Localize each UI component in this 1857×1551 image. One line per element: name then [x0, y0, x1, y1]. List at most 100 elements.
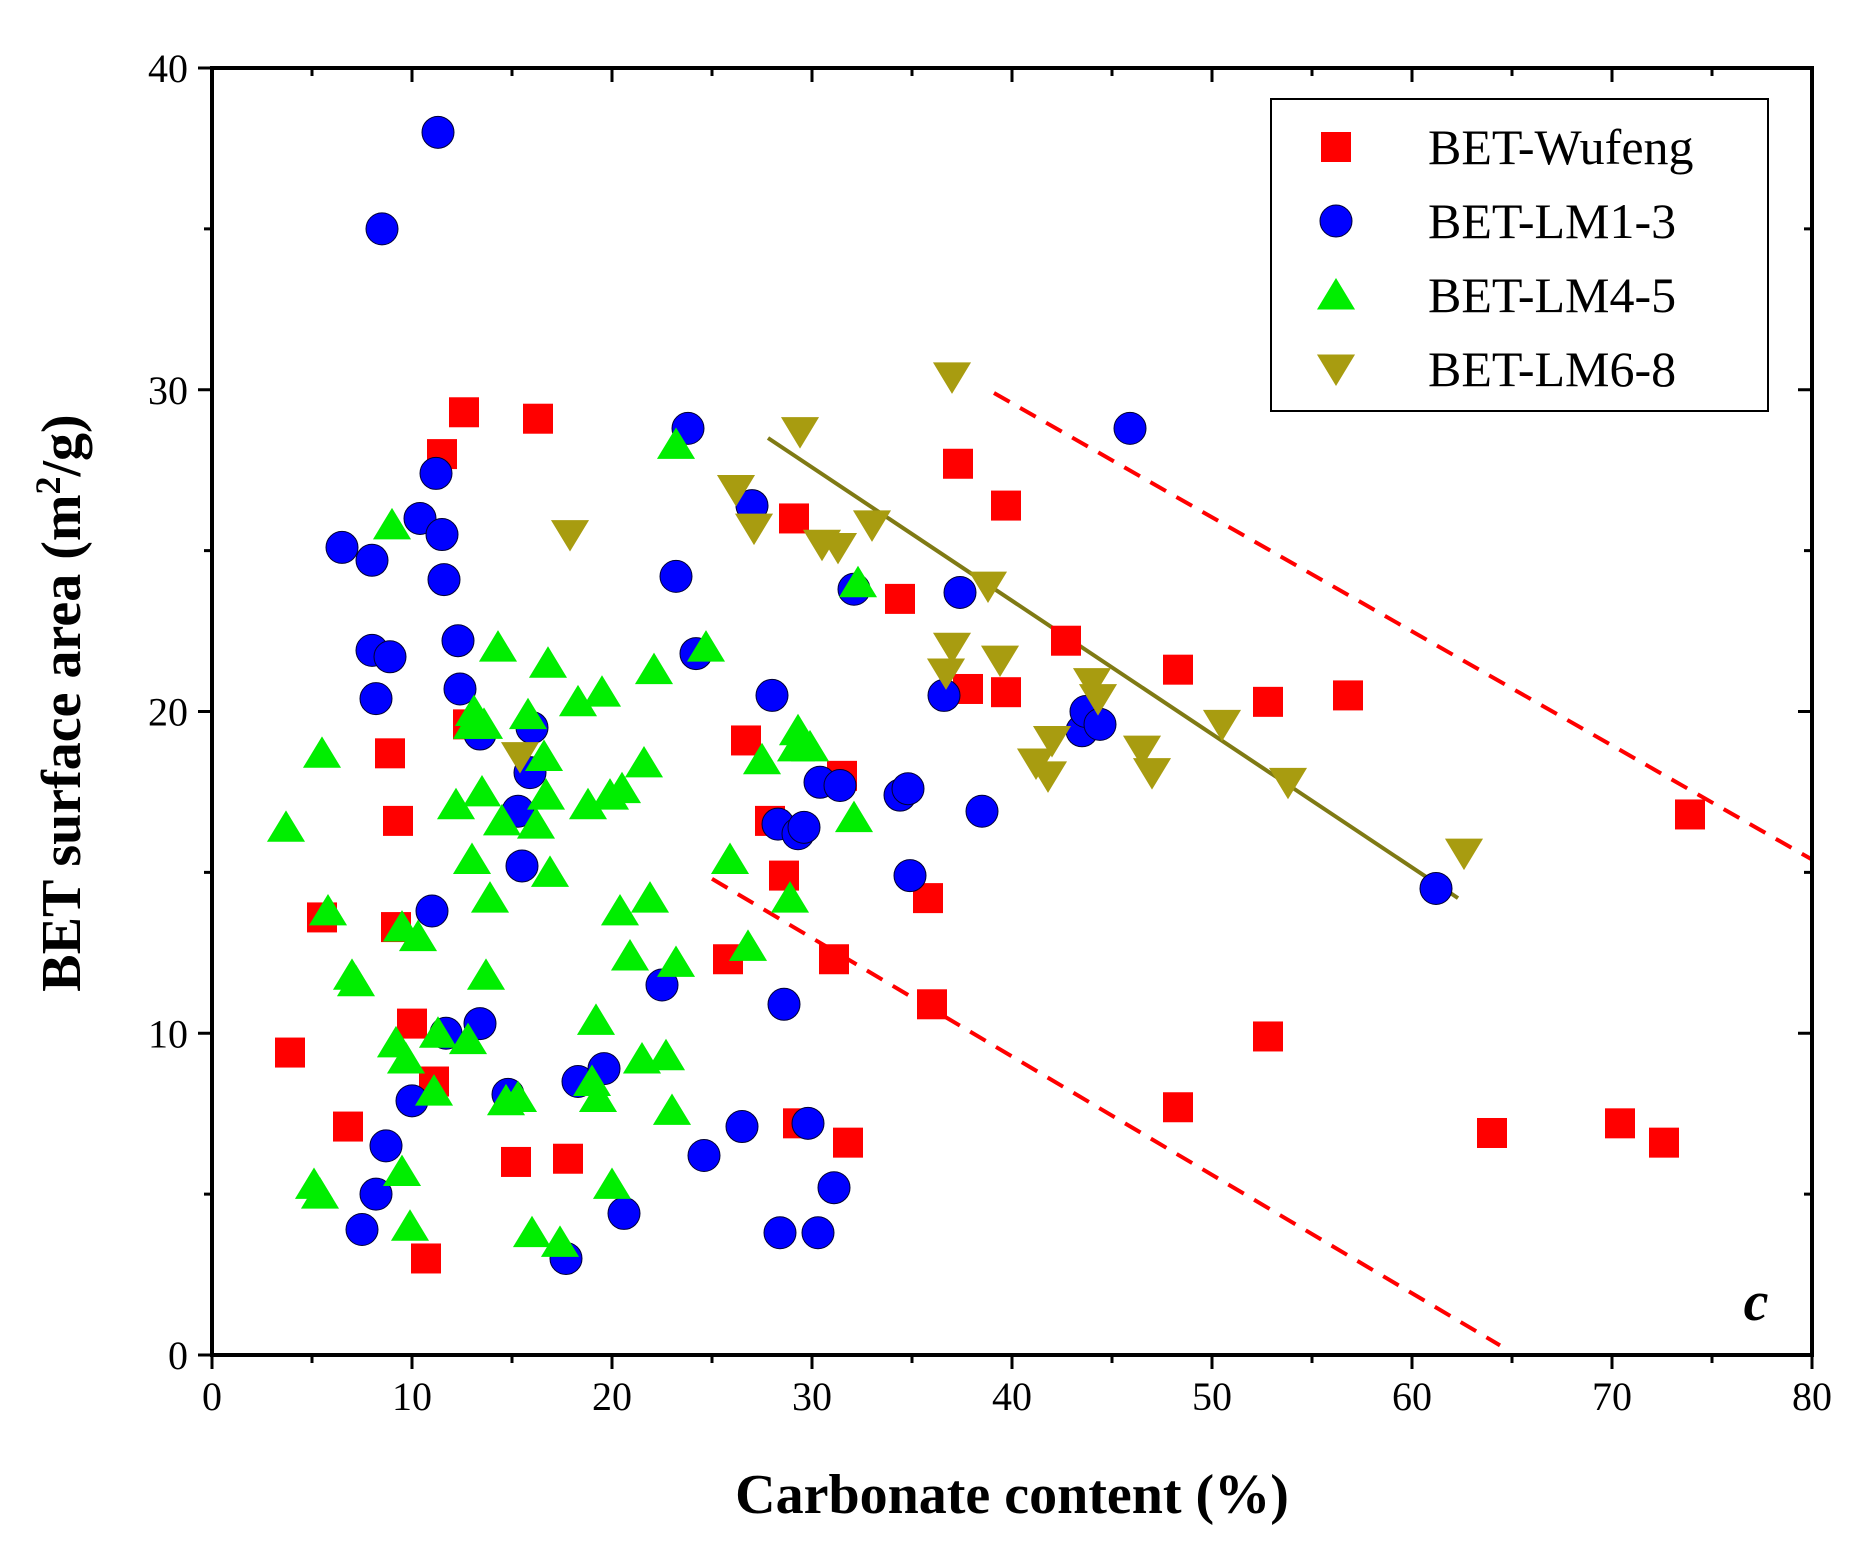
- data-point: [769, 860, 799, 891]
- x-axis-tick-labels: 0 10 20 30 40 50 60 70 80: [202, 1374, 1832, 1419]
- data-point: [755, 678, 789, 712]
- data-point: [991, 677, 1021, 708]
- data-point: [1132, 758, 1172, 790]
- data-point: [302, 736, 342, 768]
- data-point: [275, 1037, 305, 1068]
- data-point: [336, 964, 376, 997]
- data-point: [419, 456, 453, 490]
- data-point: [610, 939, 650, 971]
- data-point: [1419, 871, 1453, 905]
- data-point: [780, 417, 820, 449]
- data-point: [731, 725, 761, 756]
- data-point: [1253, 1021, 1283, 1052]
- data-point: [464, 707, 504, 739]
- data-point: [852, 510, 892, 542]
- data-point: [386, 1041, 426, 1074]
- data-point: [943, 575, 977, 609]
- y-tick-label: 20: [148, 690, 188, 735]
- data-point: [1333, 680, 1363, 711]
- data-point: [530, 855, 570, 887]
- data-point: [1202, 709, 1242, 742]
- data-point: [540, 1225, 580, 1257]
- data-point: [266, 810, 306, 842]
- data-point: [716, 475, 756, 507]
- data-point: [1268, 767, 1308, 800]
- data-point: [375, 738, 405, 769]
- data-point: [624, 745, 664, 778]
- data-point: [568, 787, 608, 820]
- data-point: [770, 881, 810, 913]
- legend-entries: BET-Wufeng BET-LM1-3 BET-LM4-5 BET-LM6-8: [1316, 119, 1694, 397]
- y-axis-title: BET surface area (m2/g): [28, 414, 93, 991]
- x-tick-label: 80: [1792, 1374, 1832, 1419]
- y-tick-label: 10: [148, 1011, 188, 1056]
- data-point: [308, 893, 348, 926]
- data-point: [482, 803, 522, 836]
- data-point: [991, 490, 1021, 521]
- upper-bound-line: [993, 391, 1813, 862]
- data-point: [1253, 686, 1283, 717]
- data-point: [526, 778, 566, 810]
- data-point: [965, 794, 999, 828]
- data-point: [470, 881, 510, 913]
- data-point: [801, 1216, 835, 1250]
- data-point: [505, 849, 539, 883]
- data-point: [512, 1215, 552, 1248]
- data-point: [1675, 799, 1705, 830]
- data-point: [359, 682, 393, 716]
- data-point: [885, 583, 915, 614]
- data-point: [418, 1016, 458, 1048]
- panel-label: c: [1744, 1271, 1769, 1333]
- data-point: [819, 944, 849, 975]
- data-point: [592, 1167, 632, 1199]
- data-point: [582, 675, 622, 707]
- data-point: [498, 1080, 538, 1113]
- data-point: [602, 771, 642, 804]
- data-point: [980, 645, 1020, 678]
- data-point: [834, 800, 874, 833]
- data-point: [508, 697, 548, 730]
- data-point: [398, 919, 438, 952]
- data-point: [656, 945, 696, 977]
- x-tick-label: 70: [1592, 1374, 1632, 1419]
- data-point: [373, 640, 407, 674]
- data-point: [917, 989, 947, 1020]
- data-point: [891, 772, 925, 806]
- data-point: [734, 513, 774, 546]
- data-point: [1032, 726, 1072, 758]
- data-point: [436, 787, 476, 820]
- legend-marker-bet-lm6-8: [1316, 354, 1356, 386]
- series-bet-lm6-8: [500, 362, 1484, 871]
- data-point: [893, 859, 927, 893]
- y-axis-title-main: BET surface area (m: [31, 495, 93, 992]
- data-point: [501, 1146, 531, 1177]
- data-point: [818, 532, 858, 565]
- data-point: [382, 1154, 422, 1187]
- data-point: [600, 893, 640, 926]
- data-point: [838, 565, 878, 598]
- data-point: [345, 1213, 379, 1247]
- legend-label-bet-lm4-5: BET-LM4-5: [1428, 267, 1676, 323]
- x-axis-ticks: [210, 68, 1814, 1369]
- legend-marker-bet-lm1-3: [1319, 204, 1353, 238]
- data-point: [415, 894, 449, 928]
- data-point: [1078, 684, 1118, 716]
- data-point: [710, 842, 750, 874]
- data-point: [500, 742, 540, 774]
- data-point: [932, 362, 972, 394]
- data-point: [365, 212, 399, 246]
- legend: BET-Wufeng BET-LM1-3 BET-LM4-5 BET-LM6-8: [1270, 98, 1769, 412]
- data-point: [926, 658, 966, 690]
- data-point: [411, 1243, 441, 1274]
- data-points: [266, 115, 1705, 1275]
- data-point: [943, 448, 973, 479]
- data-point: [372, 507, 412, 540]
- legend-label-bet-wufeng: BET-Wufeng: [1428, 119, 1694, 175]
- data-point: [441, 624, 475, 658]
- legend-label-bet-lm1-3: BET-LM1-3: [1428, 193, 1676, 249]
- data-point: [421, 115, 455, 149]
- y-axis-title-superscript: 2: [28, 477, 68, 495]
- data-point: [355, 543, 389, 577]
- data-point: [742, 742, 782, 775]
